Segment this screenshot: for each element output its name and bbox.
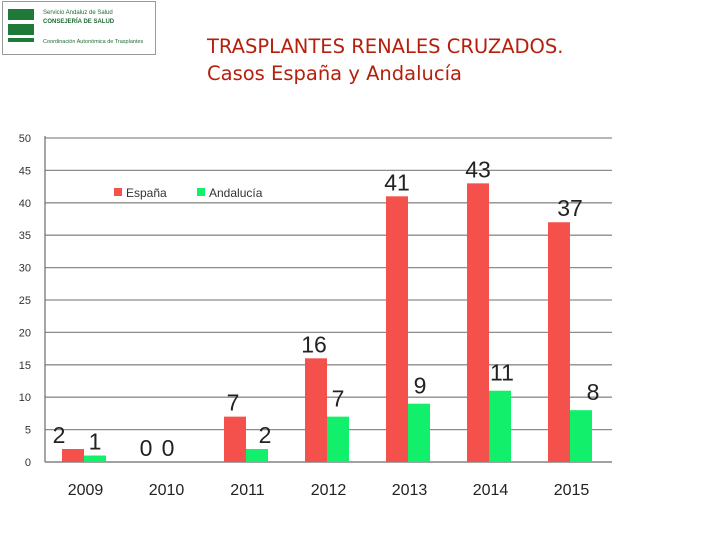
legend-swatch	[197, 188, 205, 196]
y-tick-label: 25	[19, 295, 31, 307]
bar-espana	[62, 449, 84, 462]
x-tick-label: 2010	[149, 482, 185, 499]
data-label: 43	[465, 156, 491, 182]
y-tick-label: 15	[19, 360, 31, 372]
bar-andalucia	[327, 416, 349, 462]
data-label: 41	[384, 169, 410, 195]
junta-shield-icon	[8, 9, 34, 35]
title-line-1: TRASPLANTES RENALES CRUZADOS.	[207, 35, 564, 58]
x-tick-label: 2009	[68, 482, 104, 499]
logo-line-2: CONSEJERÍA DE SALUD	[43, 19, 115, 25]
logo-line-1: Servicio Andaluz de Salud	[43, 10, 113, 16]
page-title: TRASPLANTES RENALES CRUZADOS. Casos Espa…	[207, 33, 563, 87]
data-label: 2	[259, 422, 272, 448]
data-label: 37	[557, 195, 583, 221]
bar-andalucia	[489, 390, 511, 462]
y-tick-label: 40	[19, 198, 31, 210]
title-line-2: Casos España y Andalucía	[207, 62, 462, 85]
data-label: 7	[332, 386, 345, 412]
bar-espana	[386, 196, 408, 462]
bar-andalucia	[84, 455, 106, 462]
y-tick-label: 20	[19, 327, 31, 339]
y-tick-label: 30	[19, 263, 31, 275]
x-tick-label: 2015	[554, 482, 590, 499]
y-tick-label: 5	[25, 425, 31, 437]
bar-espana	[548, 222, 570, 462]
data-label: 1	[89, 429, 102, 455]
data-label: 2	[53, 422, 66, 448]
bar-andalucia	[570, 410, 592, 462]
logo-bar	[8, 38, 34, 42]
legend-label: España	[126, 186, 167, 200]
data-label: 8	[587, 379, 600, 405]
bar-espana	[467, 183, 489, 463]
logo: Servicio Andaluz de Salud CONSEJERÍA DE …	[2, 1, 156, 55]
data-label: 0	[140, 435, 153, 461]
bar-andalucia	[408, 403, 430, 462]
bar-espana	[224, 416, 246, 462]
data-label: 16	[301, 331, 327, 357]
x-tick-label: 2012	[311, 482, 347, 499]
data-label: 9	[414, 373, 427, 399]
bar-andalucia	[246, 449, 268, 462]
legend-label: Andalucía	[209, 186, 263, 200]
data-label: 0	[162, 435, 175, 461]
bar-espana	[305, 358, 327, 462]
y-tick-label: 45	[19, 165, 31, 177]
logo-line-3: Coordinación Autonómica de Trasplantes	[43, 39, 144, 45]
x-tick-label: 2013	[392, 482, 428, 499]
legend-swatch	[114, 188, 122, 196]
y-tick-label: 0	[25, 457, 31, 469]
y-tick-label: 50	[19, 133, 31, 145]
y-tick-label: 35	[19, 230, 31, 242]
x-tick-label: 2011	[230, 482, 265, 499]
y-tick-label: 10	[19, 392, 31, 404]
x-tick-label: 2014	[473, 482, 509, 499]
data-label: 7	[227, 390, 240, 416]
data-label: 11	[490, 360, 514, 386]
